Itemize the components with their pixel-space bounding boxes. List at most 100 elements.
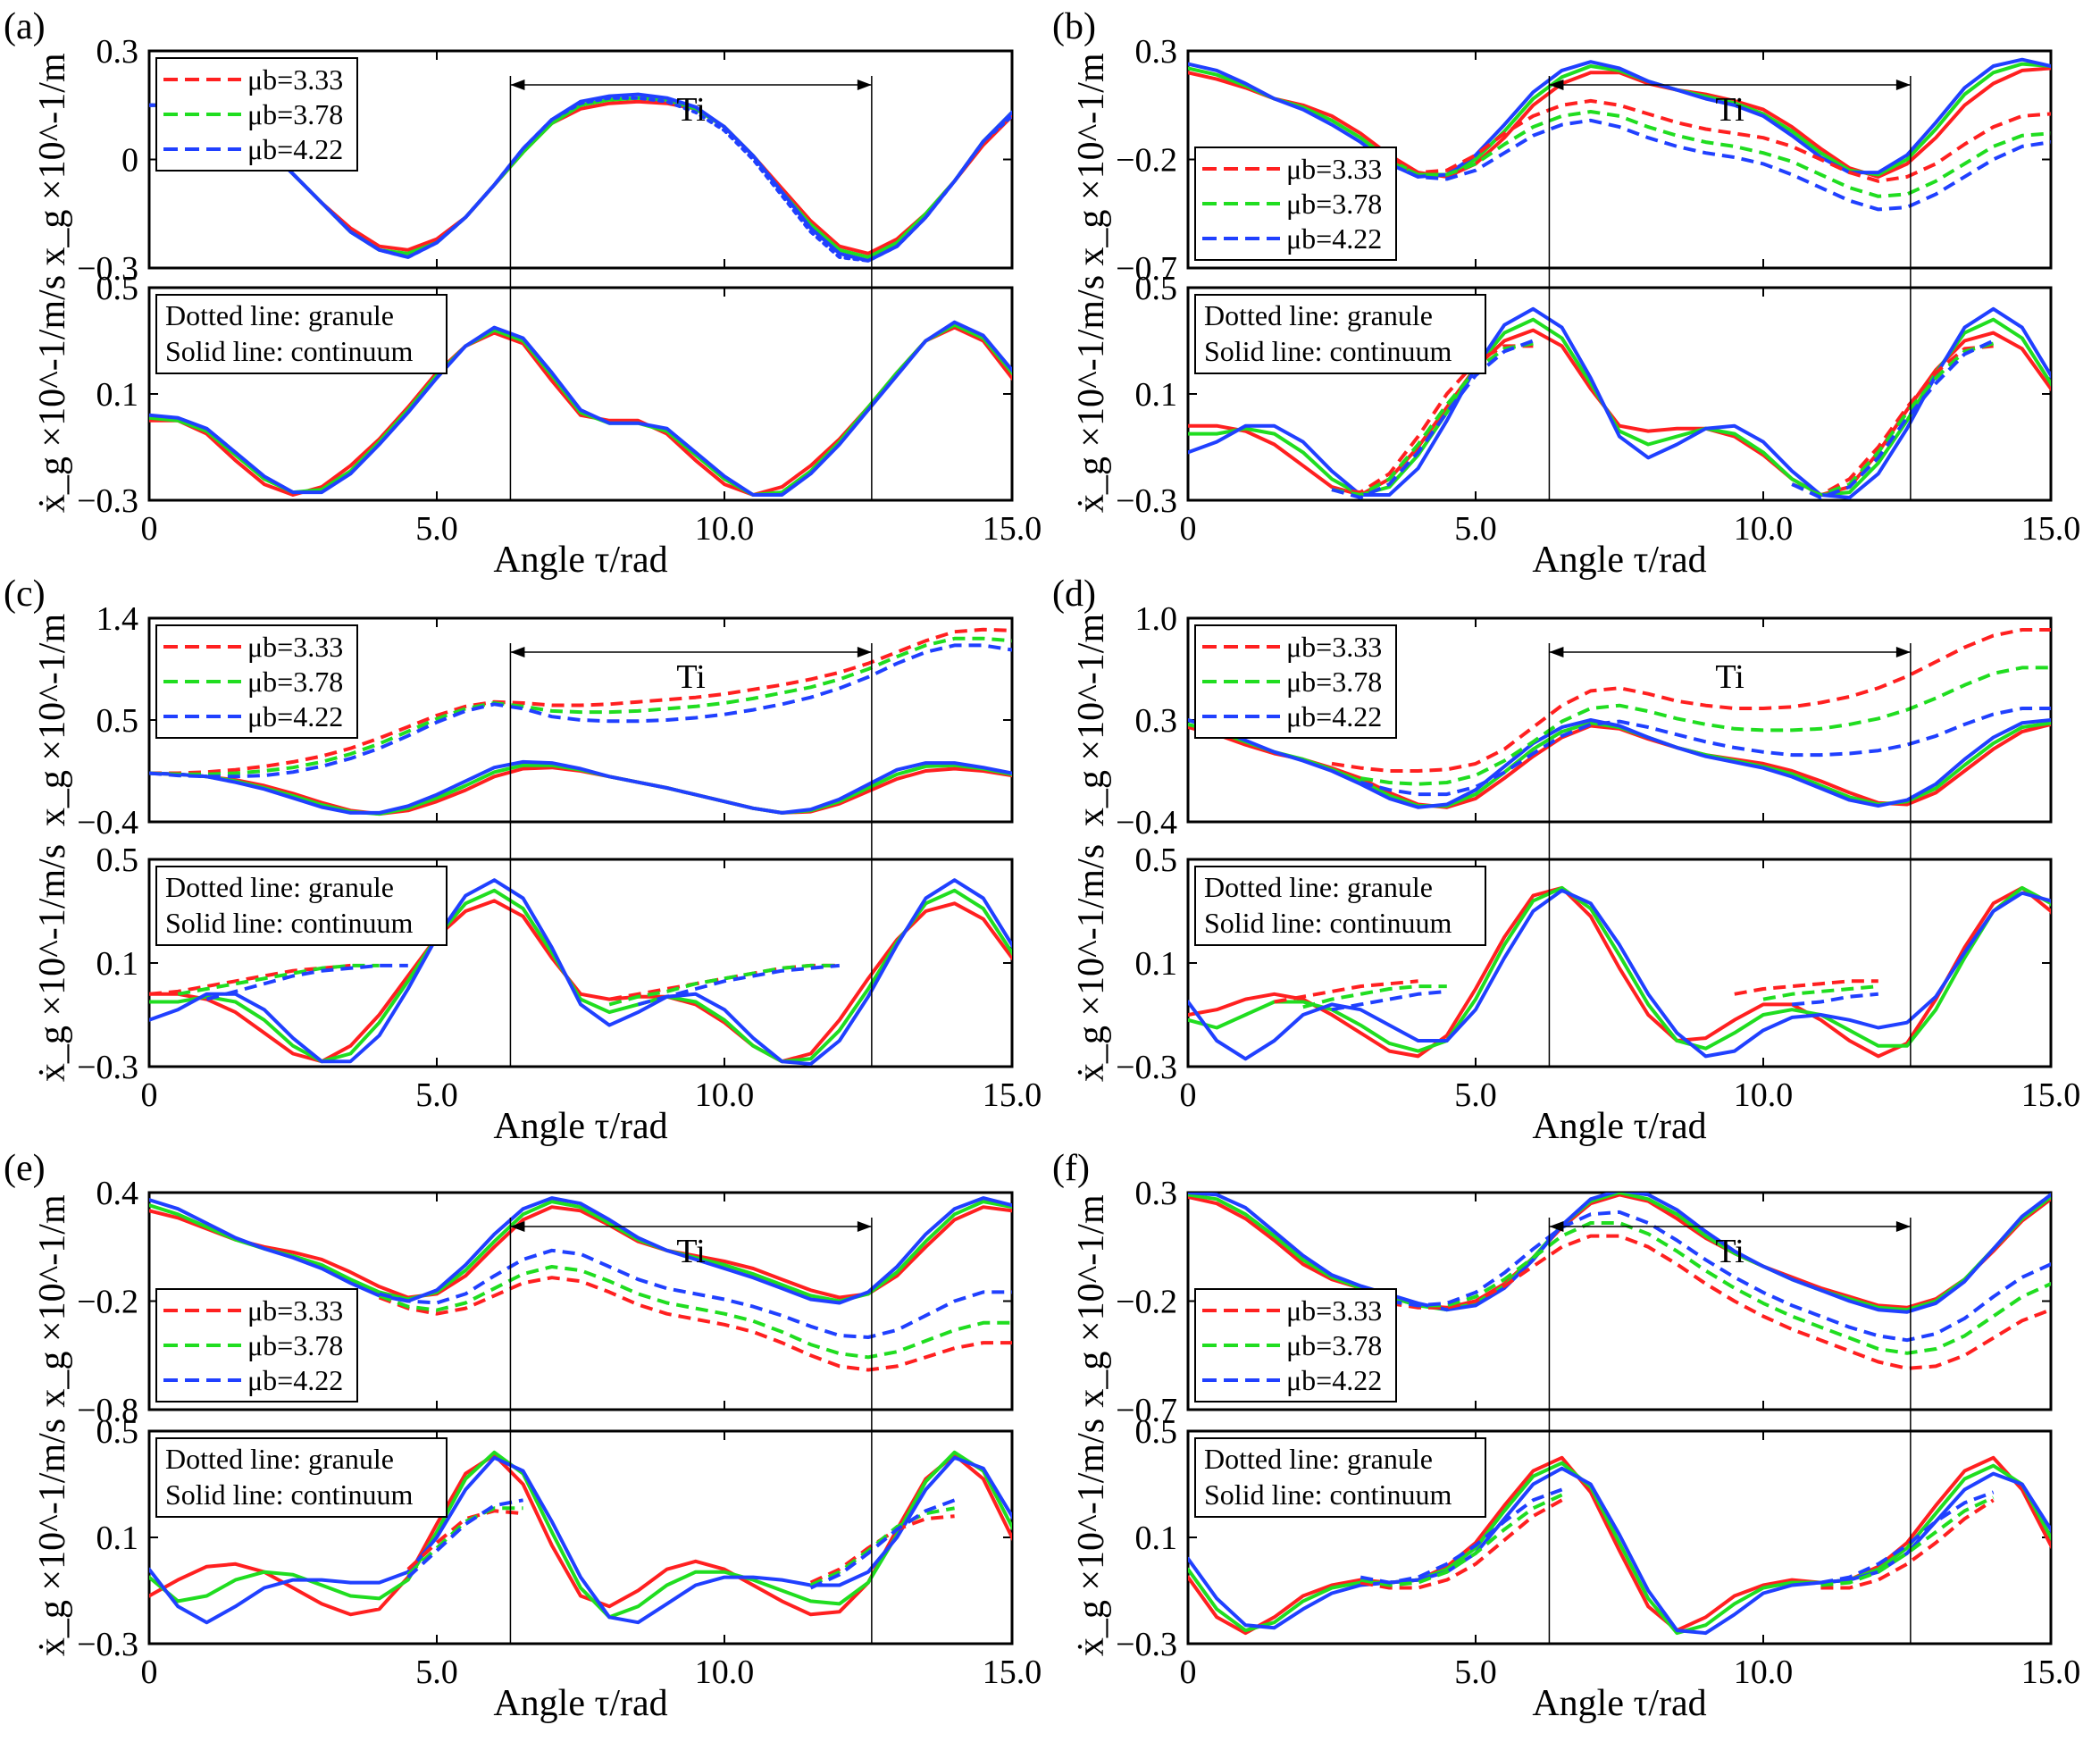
series-line--b-3-33-continuum	[1188, 885, 2051, 1059]
x-axis-label: Angle τ/rad	[493, 1683, 667, 1724]
x-tick-label: 0	[141, 510, 158, 548]
period-arrow-head	[857, 1221, 872, 1232]
period-label: Ti	[676, 658, 705, 696]
y-tick-label: −0.8	[77, 1392, 138, 1429]
legend-label: μb=3.33	[1286, 1294, 1382, 1327]
panel-label: (e)	[4, 1148, 46, 1189]
y-axis-label-velocity: ẋ_g ×10^-1/m/s	[32, 275, 73, 513]
note-box	[1194, 1437, 1486, 1518]
y-axis-label-position: x_g ×10^-1/m	[1071, 53, 1112, 266]
y-axis-label-position: x_g ×10^-1/m	[32, 614, 73, 827]
series-group	[149, 320, 1012, 497]
legend-label: μb=3.33	[247, 631, 343, 663]
x-tick-label: 10.0	[695, 1076, 755, 1114]
y-axis-label-velocity: ẋ_g ×10^-1/m/s	[32, 1419, 73, 1656]
y-axis-label-velocity: ẋ_g ×10^-1/m/s	[1071, 844, 1112, 1082]
series-line--b-4-22-continuum	[1188, 306, 2051, 499]
panel-f: (f) 0.3 −0.2 −0.70.5 0.1 −0.30 5.0 10.0 15.0 Angl…	[1052, 1148, 2080, 1724]
panel-label: (a)	[4, 6, 46, 47]
x-tick-label: 10.0	[1734, 1076, 1794, 1114]
series-line--b-3-78-granule	[1331, 341, 1995, 497]
period-arrow-head	[1895, 1221, 1911, 1232]
series-line--b-4-22-continuum	[149, 759, 1012, 815]
x-tick-label: 10.0	[1734, 510, 1794, 548]
period-arrow-head	[1549, 80, 1564, 90]
y-tick-label: −0.4	[1116, 804, 1177, 842]
series-line--b-3-78-granule	[1360, 666, 2051, 786]
note-line-granule: Dotted line: granule	[165, 871, 394, 903]
legend-label: μb=3.33	[247, 63, 343, 96]
y-axis-label-velocity: ẋ_g ×10^-1/m/s	[1071, 1419, 1112, 1656]
note-line-granule: Dotted line: granule	[165, 1443, 394, 1475]
series-line--b-3-78-granule	[378, 1265, 1012, 1360]
y-tick-label: 0.5	[1135, 842, 1178, 879]
x-tick-label: 0	[1180, 510, 1197, 548]
y-tick-label: −0.3	[77, 482, 138, 520]
series-group	[149, 878, 1012, 1067]
series-line--b-3-33-continuum	[149, 1205, 1012, 1300]
series-line--b-3-33-continuum	[149, 325, 1012, 497]
y-tick-label: 1.4	[96, 600, 139, 638]
series-group	[1188, 885, 2051, 1061]
x-axis-label: Angle τ/rad	[1532, 540, 1706, 581]
series-line--b-4-22-continuum	[149, 878, 1012, 1067]
series-line--b-4-22-granule	[1331, 339, 1995, 499]
series-group	[1188, 306, 2051, 499]
note-line-continuum: Solid line: continuum	[1204, 907, 1452, 939]
series-line--b-4-22-granule	[1360, 707, 2051, 797]
y-tick-label: 0.1	[96, 376, 139, 414]
x-tick-label: 15.0	[2021, 1076, 2081, 1114]
y-tick-label: 0.1	[96, 1520, 139, 1557]
panel-c: (c)1.40.5−0.40.50.1−0.30 5.0 10.0 15.0Angle…	[4, 574, 1042, 1147]
series-line--b-3-33-granule	[1389, 1234, 2051, 1370]
y-axis-label-position: x_g ×10^-1/m	[1071, 1194, 1112, 1408]
y-tick-label: 0.3	[96, 33, 139, 71]
note-box	[1194, 294, 1486, 374]
series-line--b-3-78-granule	[406, 1506, 955, 1587]
y-tick-label: 0.1	[1135, 1520, 1178, 1557]
series-line--b-4-22-granule	[379, 1248, 1012, 1339]
series-line--b-4-22-continuum	[1188, 888, 2051, 1061]
series-line--b-3-33-granule	[1360, 1498, 1995, 1590]
series-line--b-4-22-granule	[149, 96, 1012, 263]
panel-label: (d)	[1052, 574, 1096, 615]
series-line--b-3-78-granule	[177, 963, 840, 1007]
period-arrow-head	[1549, 1221, 1564, 1232]
x-tick-label: 10.0	[1734, 1654, 1794, 1691]
note-box	[155, 1437, 448, 1518]
series-line--b-4-22-continuum	[1188, 718, 2051, 809]
note-line-granule: Dotted line: granule	[1204, 299, 1433, 331]
y-tick-label: 0	[121, 142, 138, 180]
x-axis-label: Angle τ/rad	[1532, 1106, 1706, 1147]
y-tick-label: 0.1	[1135, 945, 1178, 983]
series-line--b-3-33-granule	[149, 963, 840, 1001]
series-line--b-4-22-granule	[1360, 1487, 1995, 1585]
note-box	[155, 294, 448, 374]
x-tick-label: 5.0	[1454, 510, 1497, 548]
panel-b: (b) 0.3 −0.2 −0.70.5 0.1 −0.30 5.0 10.0 15.0 Angl…	[1052, 6, 2080, 581]
series-line--b-4-22-granule	[1389, 1210, 2051, 1343]
y-tick-label: 0.3	[1135, 1175, 1178, 1212]
series-line--b-3-33-granule	[378, 1276, 1012, 1372]
series-line--b-4-22-granule	[205, 963, 840, 1007]
y-tick-label: 0.5	[1135, 1413, 1178, 1451]
series-line--b-3-78-continuum	[149, 322, 1012, 497]
series-line--b-3-33-continuum	[149, 1453, 1012, 1617]
period-arrow-head	[1549, 647, 1564, 657]
y-tick-label: 0.5	[96, 702, 139, 740]
y-tick-label: −0.2	[1116, 1284, 1177, 1321]
y-axis-label-velocity: ẋ_g ×10^-1/m/s	[1071, 275, 1112, 513]
x-tick-label: 5.0	[1454, 1076, 1497, 1114]
x-tick-label: 15.0	[983, 1654, 1042, 1691]
y-axis-label-position: x_g ×10^-1/m	[1071, 614, 1112, 827]
series-group	[1188, 1455, 2051, 1636]
legend-label: μb=4.22	[1286, 700, 1382, 733]
legend-label: μb=3.33	[1286, 631, 1382, 663]
note-line-continuum: Solid line: continuum	[165, 907, 413, 939]
series-group	[149, 1450, 1012, 1625]
x-tick-label: 0	[1180, 1654, 1197, 1691]
note-line-continuum: Solid line: continuum	[1204, 335, 1452, 367]
x-tick-label: 0	[141, 1076, 158, 1114]
legend-label: μb=3.78	[1286, 666, 1382, 698]
